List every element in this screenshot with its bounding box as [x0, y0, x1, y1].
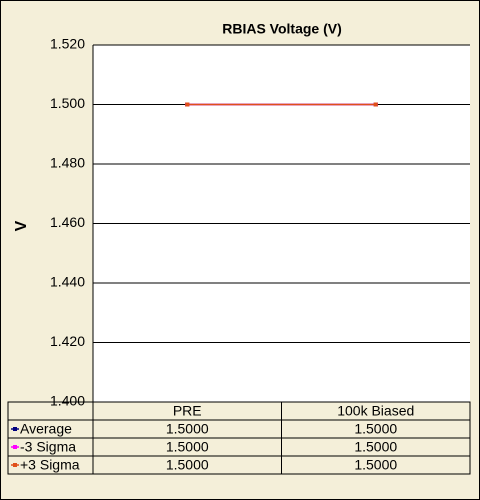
x-tick-label: 100k Biased	[337, 403, 414, 419]
y-tick-label: 1.440	[50, 274, 85, 290]
x-tick-label: PRE	[173, 403, 202, 419]
legend-marker	[13, 427, 17, 431]
y-tick-label: 1.420	[50, 333, 85, 349]
legend-label: -3 Sigma	[20, 439, 76, 455]
data-table-value: 1.5000	[354, 421, 397, 437]
y-tick-label: 1.520	[50, 36, 85, 52]
legend-label: Average	[20, 421, 72, 437]
y-tick-label: 1.480	[50, 155, 85, 171]
y-tick-label: 1.400	[50, 393, 85, 409]
y-axis-label: V	[13, 220, 30, 231]
point-marker	[185, 102, 190, 107]
legend-marker	[13, 463, 17, 467]
legend-marker	[13, 445, 17, 449]
data-table-value: 1.5000	[166, 457, 209, 473]
y-tick-label: 1.460	[50, 214, 85, 230]
data-table-value: 1.5000	[354, 457, 397, 473]
chart-title: RBIAS Voltage (V)	[222, 21, 342, 37]
data-table-value: 1.5000	[166, 421, 209, 437]
point-marker	[373, 102, 378, 107]
data-table-value: 1.5000	[166, 439, 209, 455]
legend-label: +3 Sigma	[20, 457, 80, 473]
y-tick-label: 1.500	[50, 95, 85, 111]
data-table-value: 1.5000	[354, 439, 397, 455]
